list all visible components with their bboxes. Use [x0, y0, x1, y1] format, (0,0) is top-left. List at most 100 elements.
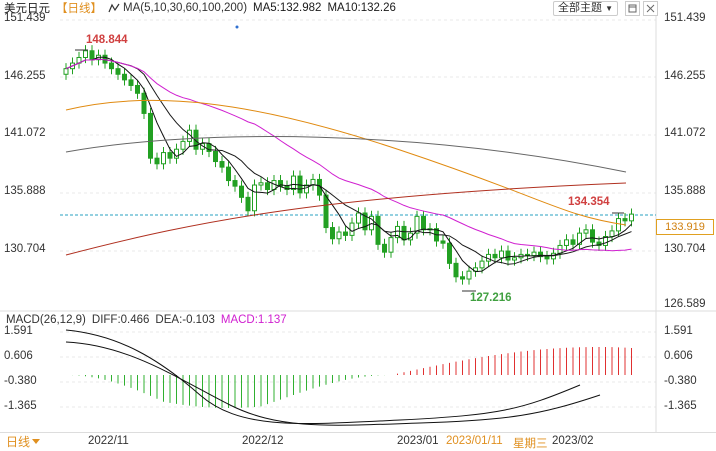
candle-body — [154, 157, 160, 165]
candle-body — [135, 84, 140, 94]
candle-body — [252, 184, 257, 212]
macd-axis-label: 0.606 — [4, 350, 33, 362]
macd-axis-label: -0.380 — [664, 375, 697, 387]
candle-body — [304, 184, 309, 194]
macd-axis-label: -1.365 — [4, 400, 37, 412]
price-axis-label: 130.704 — [664, 243, 706, 255]
candle-body — [460, 276, 465, 280]
candle-body — [362, 212, 368, 231]
ma100-line — [65, 136, 627, 173]
dea-line — [65, 341, 601, 426]
chart-header: 美元日元 【日线】 MA(5,10,30,60,100,200) MA5:132… — [0, 0, 660, 16]
candle-body — [219, 161, 225, 168]
expand-icon[interactable] — [625, 0, 640, 16]
price-axis-label: 151.439 — [664, 12, 706, 24]
macd-axis-label: -0.380 — [4, 375, 37, 387]
candle-body — [440, 240, 446, 244]
candle-body — [531, 251, 537, 257]
price-axis-label: 135.888 — [664, 185, 706, 197]
candle-body — [603, 236, 608, 246]
candle-body — [505, 250, 511, 261]
price-axis-label: 135.888 — [4, 185, 46, 197]
candle-body — [161, 152, 166, 165]
ma5-line — [65, 56, 632, 273]
macd-value: MACD:1.137 — [220, 314, 287, 326]
theme-select-label: 全部主题 — [558, 1, 603, 14]
candle-body — [421, 215, 426, 231]
candle-body — [538, 251, 543, 258]
caret-down-icon: ▼ — [605, 3, 613, 13]
price-axis-label: 146.255 — [664, 70, 706, 82]
candle-body — [115, 68, 121, 75]
low-label: 127.216 — [470, 292, 512, 304]
period-switch-button[interactable]: 日线 — [0, 434, 42, 450]
ma10-value: MA10:132.26 — [327, 2, 396, 14]
date-label: 2023/01 — [397, 435, 439, 447]
candle-body — [258, 182, 264, 186]
candle-body — [544, 256, 550, 260]
candle-body — [401, 225, 407, 241]
candle-body — [128, 79, 134, 86]
ma-icon — [108, 3, 120, 13]
date-label: 2022/11 — [88, 435, 129, 447]
candle-body — [336, 231, 342, 240]
date-label: 2023/02 — [552, 435, 594, 447]
candle-body — [395, 225, 400, 239]
ma5-value: MA5:132.982 — [253, 2, 322, 14]
close-icon[interactable] — [643, 0, 658, 16]
period-label[interactable]: 【日线】 — [56, 3, 102, 15]
candle-body — [180, 140, 186, 150]
current-price-tag: 133.919 — [656, 219, 714, 235]
ma-params[interactable]: MA(5,10,30,60,100,200) — [123, 2, 248, 14]
candle-body — [167, 152, 173, 159]
macd-axis-label: -1.365 — [664, 400, 697, 412]
candle-body — [187, 129, 192, 142]
candle-body — [388, 237, 394, 253]
candle-body — [323, 194, 329, 229]
candle-body — [109, 62, 114, 70]
ma60-line — [65, 99, 627, 226]
candle-body — [63, 68, 69, 75]
candle-body — [453, 262, 459, 278]
candle-body — [213, 150, 218, 163]
candle-body — [414, 215, 420, 234]
candle-body — [512, 257, 517, 261]
theme-select[interactable]: 全部主题 ▼ — [553, 0, 618, 16]
symbol-label: 美元日元 — [4, 3, 50, 15]
recent-high-label: 134.354 — [568, 196, 610, 208]
candle-body — [583, 229, 589, 234]
candle-body — [375, 215, 381, 245]
macd-params[interactable]: MACD(26,12,9) — [6, 314, 86, 326]
macd-axis-label: 1.591 — [4, 325, 33, 337]
candle-body — [141, 92, 147, 114]
hover-weekday: 星期三 — [513, 438, 548, 450]
macd-diff: DIFF:0.466 — [91, 314, 150, 326]
candle-body — [239, 185, 244, 198]
candle-body — [265, 182, 270, 191]
candle-body — [590, 229, 595, 243]
candle-body — [577, 232, 582, 245]
candle-body — [356, 212, 361, 224]
candle-body — [629, 213, 634, 222]
high-label: 148.844 — [86, 34, 128, 46]
ma30-line — [65, 58, 632, 252]
candle-body — [492, 253, 498, 259]
price-axis-label: 130.704 — [4, 243, 46, 255]
candle-body — [616, 218, 621, 232]
macd-axis-label: 1.591 — [664, 325, 693, 337]
candle-body — [499, 250, 504, 259]
macd-header: MACD(26,12,9) DIFF:0.466 DEA:-0.103 MACD… — [0, 313, 293, 327]
candle-body — [122, 73, 127, 81]
candle-body — [466, 270, 472, 280]
price-axis-label: 146.255 — [4, 70, 46, 82]
candle-body — [89, 50, 95, 61]
candle-body — [193, 129, 199, 150]
candle-body — [447, 242, 452, 264]
candle-body — [226, 166, 231, 182]
candle-body — [479, 260, 485, 269]
price-axis-label: 126.589 — [664, 298, 706, 310]
hover-date: 2023/01/11 — [446, 435, 503, 447]
candle-body — [148, 112, 153, 159]
candle-body — [609, 230, 615, 238]
